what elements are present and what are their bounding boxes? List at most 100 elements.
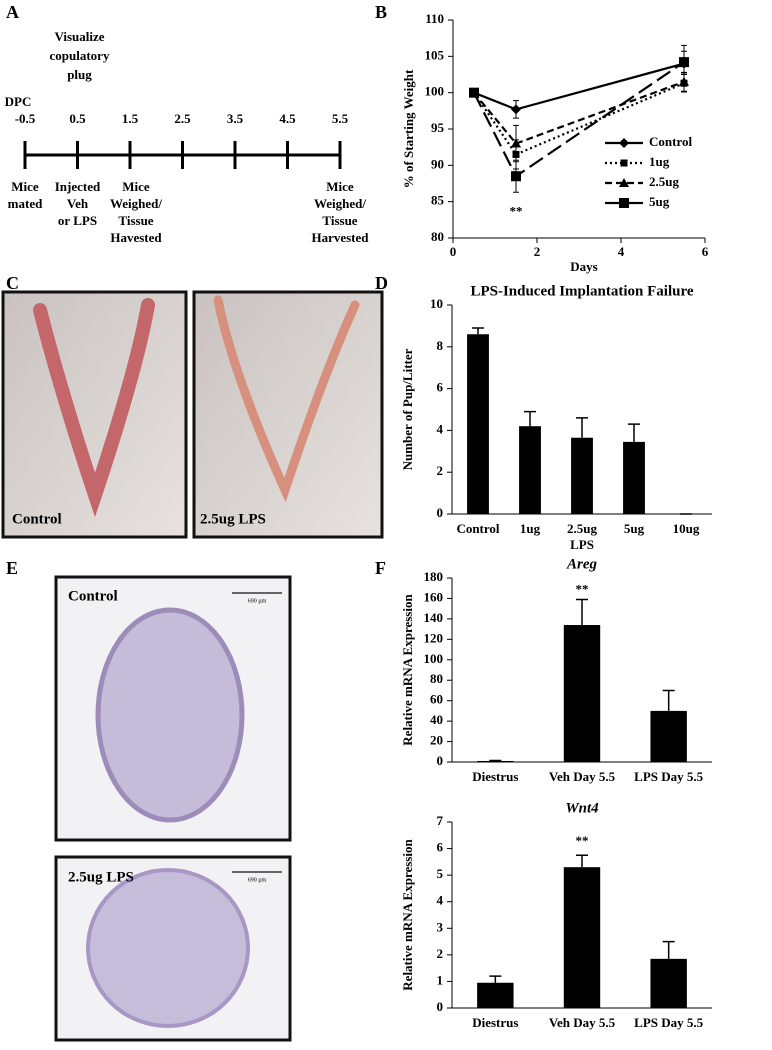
- timeline-event: Tissue: [322, 213, 357, 228]
- timeline-event: Injected: [55, 179, 101, 194]
- timeline-event: Veh: [67, 196, 89, 211]
- x-tick-label: 10ug: [673, 521, 700, 536]
- x-axis-label: Days: [570, 259, 597, 274]
- timeline-event: mated: [8, 196, 43, 211]
- bar: [477, 982, 514, 1008]
- timeline-day: 4.5: [279, 111, 296, 126]
- panel-label: F: [375, 558, 386, 578]
- y-tick-label: 4: [437, 893, 444, 908]
- panel-label: D: [375, 273, 388, 293]
- marker: [511, 171, 521, 182]
- y-tick-label: 40: [430, 712, 443, 727]
- marker: [620, 159, 628, 167]
- y-tick-label: 105: [425, 47, 445, 62]
- x-tick-label: 1ug: [520, 521, 541, 536]
- y-axis-label: % of Starting Weight: [401, 69, 416, 188]
- timeline-event: Mice: [326, 179, 354, 194]
- timeline-day: 3.5: [227, 111, 244, 126]
- marker: [679, 57, 689, 68]
- timeline-day: -0.5: [15, 111, 36, 126]
- y-tick-label: 60: [430, 692, 443, 707]
- panel-label: B: [375, 2, 387, 22]
- y-tick-label: 5: [437, 866, 444, 881]
- timeline-note: Visualize: [54, 29, 104, 44]
- legend-label: 1ug: [649, 154, 670, 169]
- x-tick-label: Control: [456, 521, 499, 536]
- bar: [477, 760, 514, 762]
- timeline-axis-label: DPC: [5, 94, 32, 109]
- bar: [623, 441, 645, 514]
- marker: [469, 87, 479, 98]
- x-tick-label: 4: [618, 244, 625, 259]
- marker: [511, 104, 521, 115]
- y-tick-label: 6: [437, 840, 444, 855]
- timeline-day: 2.5: [174, 111, 191, 126]
- legend-label: 5ug: [649, 194, 670, 209]
- error-bar: [662, 689, 675, 711]
- timeline-event: Harvested: [311, 230, 369, 245]
- bar: [650, 958, 687, 1008]
- series-line: [473, 82, 685, 156]
- timeline-event: Tissue: [118, 213, 153, 228]
- timeline-event: Havested: [110, 230, 162, 245]
- annotation: **: [576, 833, 589, 848]
- y-tick-label: 0: [437, 999, 444, 1014]
- chart-title: LPS-Induced Implantation Failure: [470, 283, 693, 299]
- photo-label: Control: [68, 588, 118, 604]
- y-tick-label: 110: [425, 11, 444, 26]
- y-tick-label: 4: [437, 421, 444, 436]
- y-tick-label: 2: [437, 463, 444, 478]
- chart-title: Wnt4: [565, 800, 599, 816]
- y-tick-label: 20: [430, 733, 443, 748]
- timeline-day: 1.5: [122, 111, 139, 126]
- y-tick-label: 80: [430, 671, 443, 686]
- y-tick-label: 0: [437, 505, 444, 520]
- error-bar: [576, 854, 588, 868]
- y-tick-label: 10: [430, 296, 443, 311]
- x-tick-label: Veh Day 5.5: [549, 769, 616, 784]
- y-axis-label: Relative mRNA Expression: [400, 594, 415, 746]
- x-tick-label: 2: [534, 244, 541, 259]
- scale-bar-label: 690 µm: [248, 877, 267, 883]
- error-bar: [489, 759, 502, 762]
- timeline-event: Weighed/: [314, 196, 366, 211]
- y-tick-label: 85: [431, 193, 445, 208]
- bar: [519, 426, 541, 514]
- y-tick-label: 140: [424, 610, 444, 625]
- y-tick-label: 7: [437, 813, 444, 828]
- marker: [619, 198, 629, 208]
- photo-label: 2.5ug LPS: [200, 511, 266, 527]
- error-bar: [628, 423, 640, 442]
- marker: [619, 178, 629, 187]
- bar: [563, 625, 601, 762]
- timeline-event: Mice: [122, 179, 150, 194]
- y-tick-label: 0: [437, 753, 444, 768]
- y-tick-label: 80: [431, 229, 444, 244]
- timeline-event: Weighed/: [110, 196, 162, 211]
- panel-label: A: [6, 2, 19, 22]
- marker: [511, 138, 521, 148]
- x-tick-label: 6: [702, 244, 709, 259]
- uterus: [213, 295, 360, 503]
- series-line: [473, 62, 685, 111]
- error-bar: [489, 975, 502, 983]
- marker: [619, 138, 629, 148]
- y-tick-label: 120: [424, 630, 444, 645]
- legend-label: 2.5ug: [649, 174, 679, 189]
- error-bar: [576, 598, 588, 626]
- photo-label: Control: [12, 511, 62, 527]
- x-tick-label: LPS Day 5.5: [634, 1015, 703, 1030]
- photo-label: 2.5ug LPS: [68, 869, 134, 885]
- error-bar: [472, 327, 484, 335]
- y-tick-label: 3: [437, 919, 444, 934]
- x-tick-label: 5ug: [624, 521, 645, 536]
- bar: [467, 334, 489, 514]
- annotation: **: [576, 581, 589, 596]
- x-tick-label: 2.5ug: [567, 521, 597, 536]
- timeline-day: 5.5: [332, 111, 349, 126]
- y-tick-label: 2: [437, 946, 444, 961]
- y-tick-label: 160: [424, 589, 444, 604]
- error-bar: [524, 410, 536, 427]
